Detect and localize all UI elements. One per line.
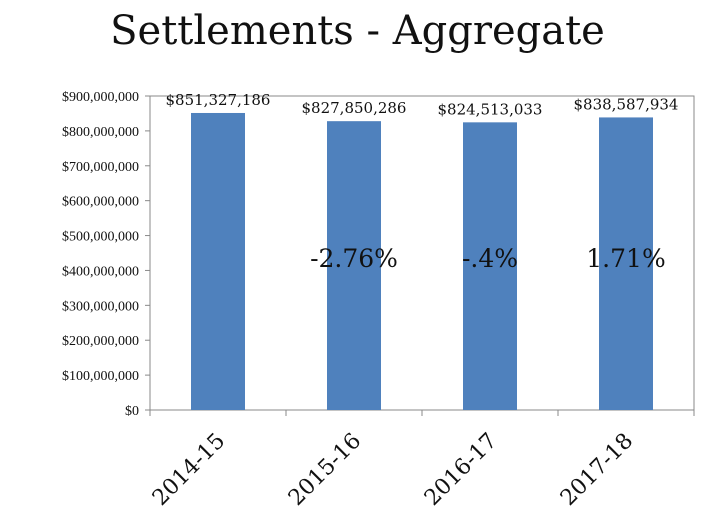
x-tick-label: 2017-18 — [556, 429, 638, 511]
data-label: $838,587,934 — [574, 95, 679, 113]
y-tick-label: $700,000,000 — [62, 160, 139, 175]
bar-2015-16 — [327, 121, 381, 410]
chart-title: Settlements - Aggregate — [110, 8, 605, 54]
change-annotation: 1.71% — [586, 244, 665, 273]
change-annotation: -.4% — [462, 244, 518, 273]
data-label: $824,513,033 — [438, 100, 543, 118]
y-tick-label: $900,000,000 — [62, 90, 139, 105]
change-annotation: -2.76% — [310, 244, 398, 273]
x-tick-label: 2015-16 — [284, 429, 366, 511]
y-tick-label: $600,000,000 — [62, 195, 139, 210]
y-tick-label: $0 — [125, 404, 139, 419]
bar-2017-18 — [599, 117, 653, 410]
y-tick-label: $300,000,000 — [62, 299, 139, 314]
data-label: $827,850,286 — [302, 99, 407, 117]
x-tick-label: 2014-15 — [148, 429, 230, 511]
data-label: $851,327,186 — [166, 91, 271, 109]
y-tick-label: $400,000,000 — [62, 264, 139, 279]
y-tick-label: $100,000,000 — [62, 369, 139, 384]
bar-2016-17 — [463, 122, 517, 411]
bar-2014-15 — [191, 112, 245, 410]
y-tick-label: $500,000,000 — [62, 230, 139, 245]
y-tick-label: $800,000,000 — [62, 125, 139, 140]
x-tick-label: 2016-17 — [420, 429, 502, 511]
y-tick-label: $200,000,000 — [62, 334, 139, 349]
